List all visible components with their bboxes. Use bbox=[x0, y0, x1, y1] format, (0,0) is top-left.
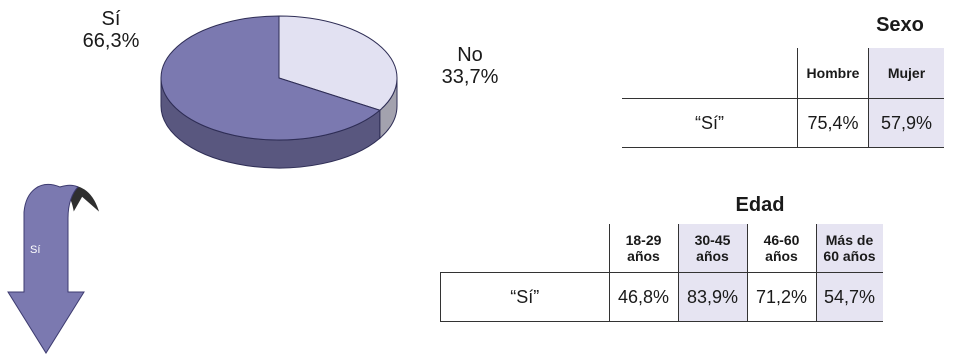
sexo-col-mujer: Mujer bbox=[868, 48, 944, 99]
edad-value-30-45: 83,9% bbox=[677, 272, 747, 322]
arrow-label: Sí bbox=[30, 244, 41, 256]
edad-value-18-29: 46,8% bbox=[608, 272, 678, 322]
sexo-value-hombre: 75,4% bbox=[797, 98, 869, 148]
sexo-corner-cell bbox=[622, 48, 798, 99]
pie-label-no: No 33,7% bbox=[420, 44, 520, 88]
edad-table: 18-29 años 30-45 años 46-60 años Más de … bbox=[440, 224, 883, 322]
sexo-row-label: “Sí” bbox=[622, 98, 798, 148]
arrow-body bbox=[7, 184, 85, 354]
sexo-col-hombre: Hombre bbox=[797, 48, 869, 99]
edad-value-60-plus: 54,7% bbox=[815, 272, 883, 322]
pie-chart bbox=[160, 15, 398, 169]
pie-label-si-value: 66,3% bbox=[82, 30, 140, 52]
edad-col-46-60: 46-60 años bbox=[746, 224, 816, 273]
edad-col-30-45: 30-45 años bbox=[677, 224, 747, 273]
edad-corner-cell bbox=[441, 224, 610, 273]
edad-title: Edad bbox=[735, 194, 785, 216]
sexo-table: Hombre Mujer “Sí” 75,4% 57,9% bbox=[622, 48, 944, 148]
pie-label-si-category: Sí bbox=[101, 8, 121, 30]
pie-label-no-value: 33,7% bbox=[441, 66, 499, 88]
sexo-title: Sexo bbox=[876, 14, 924, 36]
edad-col-18-29: 18-29 años bbox=[608, 224, 678, 273]
edad-row-label: “Sí” bbox=[440, 272, 609, 322]
pie-label-si: Sí 66,3% bbox=[56, 8, 166, 52]
edad-value-46-60: 71,2% bbox=[746, 272, 816, 322]
edad-col-60-plus: Más de 60 años bbox=[815, 224, 883, 273]
sexo-value-mujer: 57,9% bbox=[868, 98, 944, 148]
pie-slice-no bbox=[278, 15, 398, 111]
pie-label-no-category: No bbox=[457, 44, 483, 66]
pie-slice-si bbox=[160, 15, 381, 141]
